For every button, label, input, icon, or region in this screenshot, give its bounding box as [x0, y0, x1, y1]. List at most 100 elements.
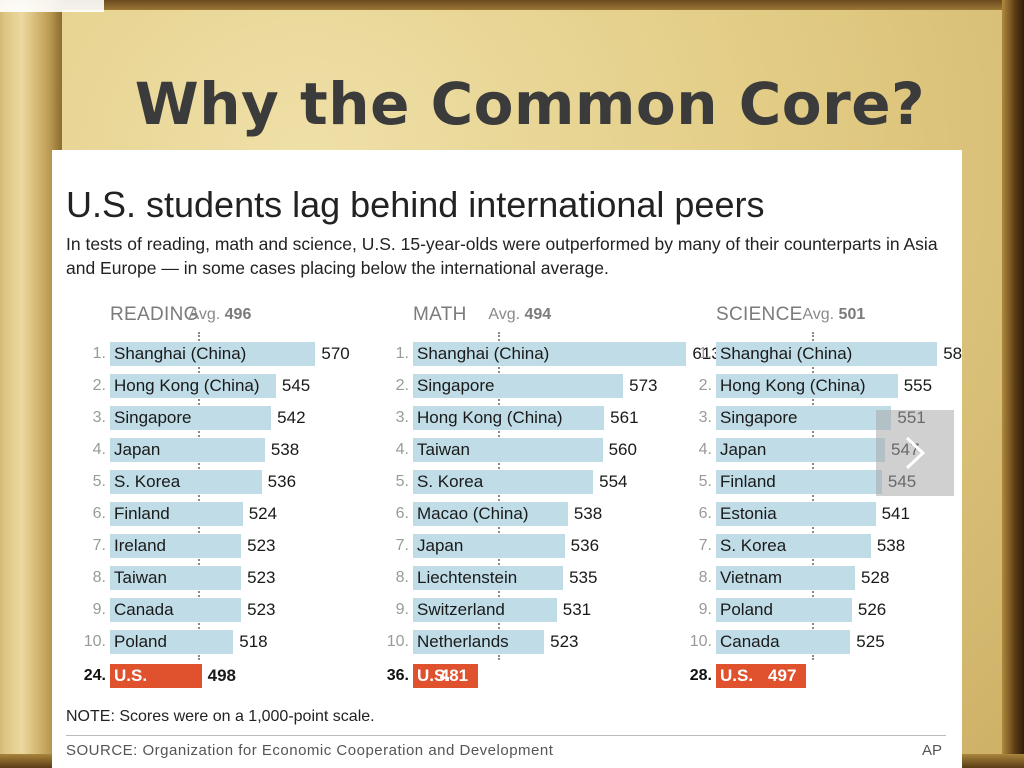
- rank-label: 1.: [395, 345, 409, 362]
- table-row: 7. S. Korea 538: [672, 534, 962, 558]
- table-row: 6. Estonia 541: [672, 502, 962, 526]
- rank-label: 2.: [395, 377, 409, 394]
- table-row: 5. S. Korea 536: [66, 470, 356, 494]
- chart-header: READING: [110, 304, 199, 325]
- note-text: NOTE: Scores were on a 1,000-point scale…: [66, 708, 375, 725]
- score-label: 523: [247, 536, 276, 555]
- us-row: 28. U.S. 497: [672, 664, 962, 688]
- score-label: 536: [570, 536, 600, 555]
- bar: [413, 406, 605, 430]
- rank-label: 10.: [386, 633, 409, 650]
- table-row: 9. Canada 523: [66, 598, 356, 622]
- bar: [716, 438, 886, 462]
- country-label: Canada: [114, 600, 174, 619]
- bar: [110, 598, 242, 622]
- rank-label: 2.: [698, 377, 712, 394]
- score-label: 481: [439, 666, 469, 685]
- country-label: Poland: [114, 632, 167, 651]
- infographic-card: U.S. students lag behind international p…: [52, 150, 962, 768]
- rank-label: 28.: [689, 667, 712, 684]
- rank-label: 4.: [698, 441, 712, 458]
- score-label: 523: [550, 632, 579, 651]
- credit-text: AP: [921, 742, 942, 759]
- country-label: Finland: [114, 504, 170, 523]
- score-label: 538: [270, 440, 300, 459]
- table-row: 10. Canada 525: [672, 630, 962, 654]
- bar: [110, 438, 265, 462]
- rank-label: 7.: [395, 537, 409, 554]
- score-label: 545: [281, 376, 311, 395]
- table-row: 6. Finland 524: [66, 502, 356, 526]
- bar: [413, 566, 564, 590]
- bar: [413, 664, 478, 688]
- rank-label: 9.: [698, 601, 712, 618]
- table-row: 9. Poland 526: [672, 598, 962, 622]
- slide-title: Why the Common Core?: [134, 70, 926, 138]
- rank-label: 10.: [689, 633, 712, 650]
- bar: [110, 630, 234, 654]
- country-label: Macao (China): [417, 504, 529, 523]
- score-label: 497: [768, 666, 797, 685]
- score-label: 538: [573, 504, 603, 523]
- table-row: 1. Shanghai (China) 613: [369, 342, 721, 366]
- country-label: Netherlands: [417, 632, 509, 651]
- country-label: Japan: [114, 440, 161, 459]
- score-label: 542: [277, 408, 306, 427]
- table-row: 6. Macao (China) 538: [369, 502, 659, 526]
- chart-math: MATH Avg. 494 1. Shanghai (China) 613 2. Singa…: [369, 300, 721, 700]
- average-value: 494: [524, 306, 552, 323]
- score-label: 523: [247, 568, 276, 587]
- next-slide-button[interactable]: [876, 410, 954, 496]
- chevron-right-icon: [905, 436, 926, 470]
- book-top-edge: [0, 0, 1024, 10]
- rank-label: 6.: [698, 505, 712, 522]
- table-row: 3. Singapore 542: [66, 406, 356, 430]
- bar: [110, 342, 316, 366]
- average-line: [498, 332, 501, 660]
- average-value: 496: [224, 306, 252, 323]
- country-label: Switzerland: [417, 600, 505, 619]
- country-label: Hong Kong (China): [720, 376, 866, 395]
- bar: [716, 502, 876, 526]
- table-row: 8. Taiwan 523: [66, 566, 356, 590]
- bar: [413, 438, 603, 462]
- rank-label: 5.: [698, 473, 712, 490]
- rank-label: 5.: [395, 473, 409, 490]
- score-label: 525: [856, 632, 885, 651]
- table-row: 7. Japan 536: [369, 534, 659, 558]
- rank-label: 6.: [395, 505, 409, 522]
- country-label: Estonia: [720, 504, 777, 523]
- score-label: 580: [943, 344, 962, 363]
- table-row: 1. Shanghai (China) 570: [66, 342, 356, 366]
- average-label: Avg. 494: [488, 306, 551, 324]
- rank-label: 8.: [698, 569, 712, 586]
- table-row: 4. Japan 538: [66, 438, 356, 462]
- score-label: 536: [267, 472, 297, 491]
- score-label: 541: [881, 504, 910, 523]
- table-row: 7. Ireland 523: [66, 534, 356, 558]
- average-line: [198, 332, 201, 660]
- rank-label: 9.: [92, 601, 106, 618]
- country-label: Japan: [417, 536, 464, 555]
- rank-label: 24.: [83, 667, 106, 684]
- infographic-title: U.S. students lag behind international p…: [66, 184, 765, 225]
- country-label: Vietnam: [720, 568, 783, 587]
- bar: [716, 342, 938, 366]
- table-row: 8. Vietnam 528: [672, 566, 962, 590]
- rank-label: 7.: [698, 537, 712, 554]
- country-label: Hong Kong (China): [417, 408, 563, 427]
- rank-label: 3.: [92, 409, 106, 426]
- average-label: Avg. 501: [802, 306, 865, 324]
- average-prefix: Avg.: [188, 306, 225, 323]
- country-label: Finland: [720, 472, 776, 491]
- country-label: Hong Kong (China): [114, 376, 260, 395]
- bar: [716, 630, 851, 654]
- bar: [413, 630, 545, 654]
- country-label: Taiwan: [417, 440, 470, 459]
- table-row: 2. Hong Kong (China) 545: [66, 374, 356, 398]
- footer-divider: [66, 735, 946, 736]
- country-label: Shanghai (China): [114, 344, 247, 363]
- table-row: 4. Taiwan 560: [369, 438, 659, 462]
- source-text: SOURCE: Organization for Economic Cooper…: [66, 742, 554, 759]
